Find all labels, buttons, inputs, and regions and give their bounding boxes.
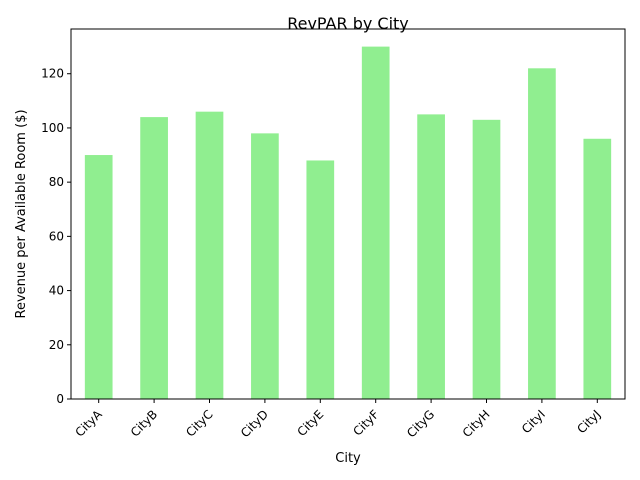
y-tick-label: 40 bbox=[49, 284, 64, 298]
x-axis: CityA CityB CityC CityD CityE CityF CityG CityH… bbox=[72, 399, 603, 440]
bar-CityA bbox=[84, 155, 113, 399]
x-tick-label: CityC bbox=[183, 407, 215, 439]
y-tick-label: 20 bbox=[49, 338, 64, 352]
x-tick-label: CityB bbox=[128, 407, 160, 439]
x-tick-label: CityI bbox=[519, 407, 548, 436]
y-tick-label: 80 bbox=[49, 175, 64, 189]
x-axis-label: City bbox=[335, 451, 361, 466]
bars-group bbox=[84, 46, 612, 400]
bar-CityI bbox=[528, 68, 556, 400]
y-axis: 0 20 40 60 80 100 120 bbox=[41, 67, 71, 406]
y-tick-label: 100 bbox=[41, 121, 64, 135]
y-tick-label: 120 bbox=[41, 67, 64, 81]
chart-title: RevPAR by City bbox=[287, 14, 409, 33]
x-tick-label: CityG bbox=[404, 407, 437, 440]
x-tick-label: CityF bbox=[350, 407, 381, 438]
x-tick-label: CityE bbox=[295, 407, 327, 439]
bar-CityG bbox=[417, 114, 445, 399]
bar-CityF bbox=[361, 46, 390, 399]
y-tick-label: 60 bbox=[49, 229, 64, 243]
bar-CityE bbox=[306, 160, 335, 399]
x-tick-label: CityD bbox=[238, 407, 271, 440]
bar-CityH bbox=[472, 119, 501, 400]
x-tick-label: CityH bbox=[460, 407, 493, 440]
x-tick-label: CityJ bbox=[574, 407, 603, 436]
plot-frame bbox=[70, 28, 626, 400]
bar-CityD bbox=[251, 133, 279, 399]
bar-CityB bbox=[140, 117, 168, 399]
bar-CityC bbox=[195, 111, 224, 399]
y-axis-label: Revenue per Available Room ($) bbox=[14, 109, 29, 318]
y-tick-label: 0 bbox=[56, 392, 64, 406]
bar-CityJ bbox=[583, 138, 612, 399]
x-tick-label: CityA bbox=[72, 407, 105, 440]
